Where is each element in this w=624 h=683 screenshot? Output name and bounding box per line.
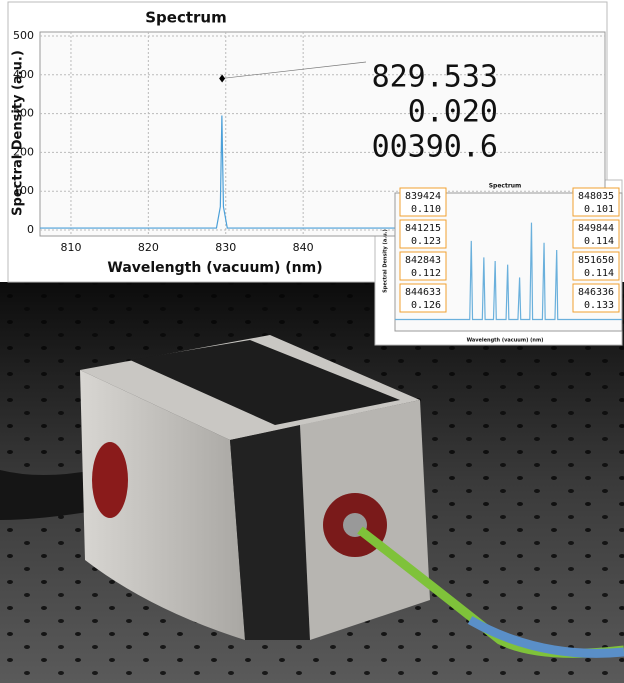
y-tick-label: 500	[13, 29, 34, 42]
readout-box	[399, 283, 447, 313]
readout-value: 0.133	[584, 300, 614, 311]
x-tick-label: 830	[215, 241, 236, 254]
readout-box	[399, 251, 447, 281]
x-tick-label: 820	[138, 241, 159, 254]
readout-box	[572, 283, 620, 313]
chart-title: Spectrum	[145, 9, 226, 27]
leader-line	[222, 61, 367, 79]
readout-value: 841215	[405, 223, 441, 234]
readout-value: 0.123	[411, 236, 441, 247]
readout-value: 844633	[405, 287, 441, 298]
readout-value: 0.126	[411, 300, 441, 311]
x-tick-label: 810	[60, 241, 81, 254]
y-tick-label: 400	[13, 68, 34, 81]
y-axis-label: Spectral Density (a.u.)	[11, 50, 26, 216]
x-axis-label: Wavelength (vacuum) (nm)	[467, 338, 544, 344]
readout-value: 0.020	[408, 95, 498, 130]
readout-box	[399, 187, 447, 217]
product-photo	[0, 282, 624, 683]
y-axis-label: Spectral Density (a.u.)	[383, 229, 389, 293]
spectrum-line	[40, 115, 605, 229]
readout-value: 0.101	[584, 204, 614, 215]
readout-box	[399, 219, 447, 249]
readout-value: 0.112	[411, 268, 441, 279]
chart-title: Spectrum	[489, 183, 522, 190]
y-tick-label: 0	[27, 223, 34, 236]
readout-value: 00390.6	[372, 130, 498, 165]
readout-box	[572, 187, 620, 217]
y-tick-label: 300	[13, 107, 34, 120]
x-tick-label: 840	[293, 241, 314, 254]
y-tick-label: 200	[13, 145, 34, 158]
readout-value: 0.110	[411, 204, 441, 215]
readout-value: 0.114	[584, 268, 614, 279]
readout-value: 0.114	[584, 236, 614, 247]
readout-value: 846336	[578, 287, 614, 298]
readout-value: 839424	[405, 191, 441, 202]
readout-value: 848035	[578, 191, 614, 202]
readout-box	[572, 251, 620, 281]
readout-box	[572, 219, 620, 249]
x-axis-label: Wavelength (vacuum) (nm)	[107, 260, 322, 276]
y-tick-label: 100	[13, 184, 34, 197]
marker	[219, 74, 226, 83]
spectrum-line	[395, 222, 622, 321]
readout-value: 842843	[405, 255, 441, 266]
readout-value: 849844	[578, 223, 614, 234]
readout-value: 851650	[578, 255, 614, 266]
readout-value: 829.533	[372, 60, 498, 95]
